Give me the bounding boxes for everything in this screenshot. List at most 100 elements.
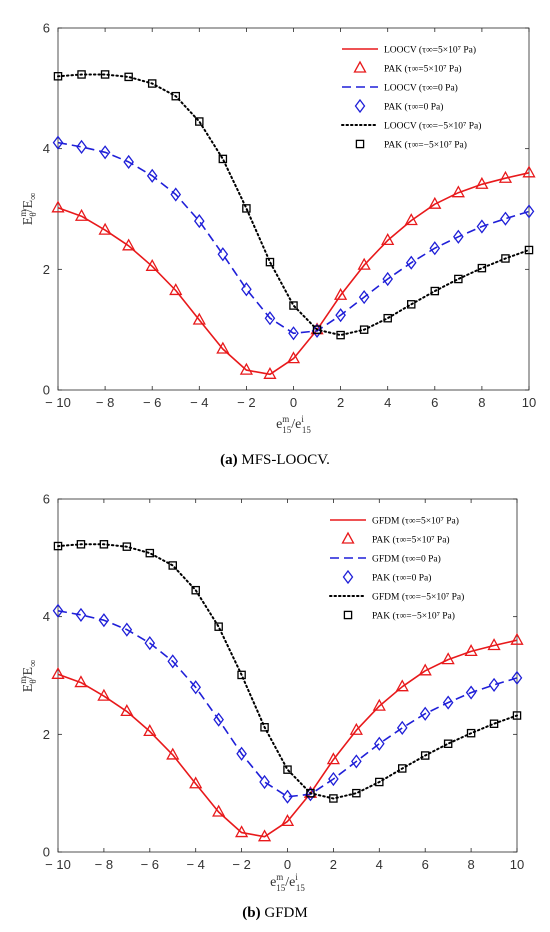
data-point-diamond [335,308,346,323]
data-point-triangle [510,632,524,645]
y-tick-label: 0 [43,383,50,398]
data-point-square [336,330,345,340]
legend-entry: LOOCV (τ∞=−5×10⁷ Pa) [384,121,481,132]
x-tick-label: 8 [467,857,474,872]
series-4 [57,73,530,337]
legend-entry: GFDM (τ∞=0 Pa) [372,554,441,565]
data-point-triangle [349,722,363,735]
x-tick-label: 10 [510,857,524,872]
series-0 [57,639,518,838]
data-point-diamond [465,685,477,700]
data-point-triangle [441,652,455,665]
data-point-triangle [74,208,89,221]
x-tick-label: 4 [376,857,383,872]
data-point-diamond [76,139,87,154]
data-point-diamond [98,613,110,628]
series-2 [57,141,530,335]
data-point-triangle [257,829,272,842]
legend-entry: PAK (τ∞=0 Pa) [384,102,443,113]
y-tick-label: 4 [43,141,50,156]
x-tick-label: 10 [522,395,536,410]
y-tick-label: 2 [43,727,50,742]
x-axis-label: em 15/ei 15 [276,414,311,435]
data-point-triangle [122,238,136,251]
data-point-triangle [192,312,206,325]
data-point-triangle [235,825,249,838]
series-line [57,610,518,798]
data-point-diamond [429,241,441,256]
data-point-diamond [213,712,224,727]
data-point-square [53,541,63,551]
data-point-triangle [451,185,465,198]
data-point-triangle [498,170,513,183]
data-point-square [306,788,315,798]
legend-swatch-diamond [342,569,354,585]
legend: LOOCV (τ∞=5×10⁷ Pa) PAK (τ∞=5×10⁷ Pa) LOOC… [341,45,481,151]
data-point-square [77,70,86,79]
data-point-square [168,561,177,570]
data-point-diamond [488,677,500,692]
data-point-triangle [334,287,348,300]
data-point-diamond [511,670,523,685]
data-point-triangle [418,663,432,676]
series-4 [57,543,518,800]
x-tick-label: − 2 [232,857,250,872]
data-point-triangle [216,341,230,354]
x-tick-label: 0 [290,395,297,410]
data-point-square [383,313,392,323]
data-point-square [171,91,180,101]
data-point-triangle [464,644,478,657]
data-point-triangle [522,165,536,178]
data-point-diamond [75,607,87,622]
legend-entry: PAK (τ∞=0 Pa) [372,573,431,584]
x-tick-label: − 8 [96,395,114,410]
data-point-diamond [373,736,385,751]
data-point-diamond [523,204,535,219]
data-point-square [420,751,430,760]
data-point-triangle [239,362,253,375]
data-point-diamond [328,771,339,787]
data-point-triangle [120,704,134,717]
data-point-diamond [382,271,394,287]
data-point-triangle [487,638,501,651]
data-point-diamond [288,326,299,341]
data-point-diamond [190,680,202,695]
data-point-diamond [442,695,454,710]
legend-entry: PAK (τ∞=5×10⁷ Pa) [372,535,450,546]
data-point-square [430,286,440,296]
data-point-diamond [259,774,270,790]
data-point-square [489,719,499,728]
panel-a-caption-text: MFS-LOOCV. [237,452,330,468]
series-0 [57,172,530,376]
panel-b-caption: (b) GFDM [0,905,550,922]
y-tick-label: 6 [43,21,50,36]
data-point-diamond [236,746,247,761]
data-point-triangle [97,688,111,701]
data-point-diamond [193,213,205,229]
data-point-diamond [146,168,158,183]
data-point-triangle [381,233,395,246]
legend-entry: GFDM (τ∞=5×10⁷ Pa) [372,516,459,527]
x-tick-label: − 10 [45,395,71,410]
data-point-triangle [98,222,112,235]
series-line [57,639,518,838]
data-point-square [477,263,487,273]
data-point-square [397,764,407,773]
y-tick-label: 4 [43,609,50,624]
data-point-square [283,765,292,774]
x-tick-label: − 4 [190,395,208,410]
data-point-diamond [52,135,64,150]
data-point-square [443,739,453,748]
data-point-square [237,670,246,680]
x-tick-label: 0 [284,857,291,872]
plot-frame [57,27,530,391]
data-point-square [359,325,369,334]
x-tick-label: 6 [431,395,438,410]
data-point-square [512,711,522,720]
x-axis-label: em 15/ei 15 [270,872,305,893]
legend: GFDM (τ∞=5×10⁷ Pa) PAK (τ∞=5×10⁷ Pa) GFDM … [329,516,464,622]
plot-frame [57,498,518,853]
y-tick-label: 0 [43,845,50,860]
data-point-diamond [500,211,511,226]
data-point-triangle [212,804,226,817]
